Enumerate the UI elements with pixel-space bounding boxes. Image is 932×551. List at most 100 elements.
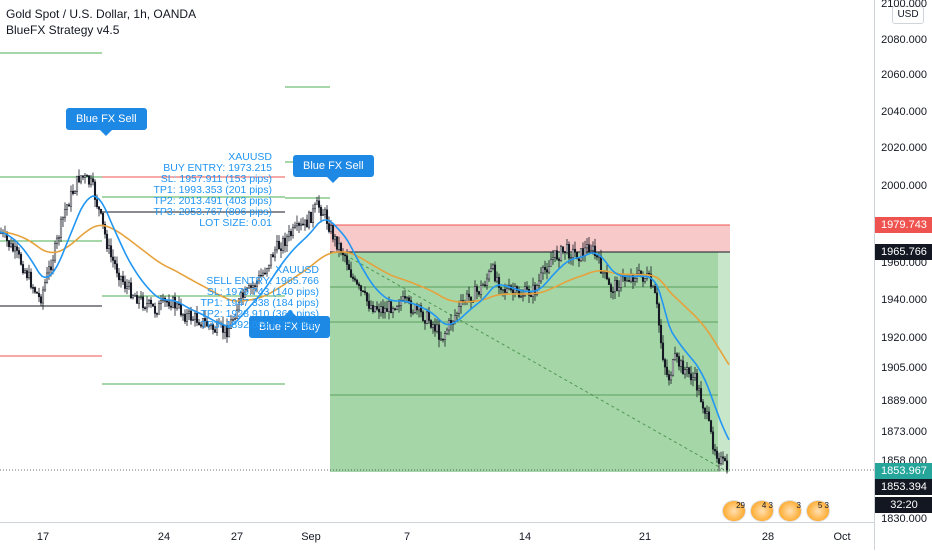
currency-badge[interactable]: USD [892, 6, 924, 24]
candle-body [497, 277, 501, 288]
time-tick: Sep [301, 531, 321, 543]
candle-body [263, 272, 267, 275]
candle-body [713, 449, 717, 452]
candle-body [73, 191, 77, 194]
candle-body [367, 300, 371, 309]
candle-body [191, 318, 195, 321]
candle-body [173, 296, 177, 309]
sell-trade-info: XAUUSD BUY ENTRY: 1973.215 SL: 1957.911 … [154, 152, 273, 229]
price-axis[interactable]: USD 2100.000 2080.000 2060.000 2040.000 … [874, 0, 932, 550]
candle-body [33, 287, 37, 293]
candle-body [199, 324, 203, 327]
candle-body [185, 313, 189, 322]
candle-body [603, 271, 607, 274]
candle-body [615, 280, 619, 292]
price-tick: 1830.000 [881, 513, 927, 525]
symbol-title: Gold Spot / U.S. Dollar, 1h, OANDA [6, 7, 197, 21]
candle-body [657, 303, 661, 326]
time-tick: 24 [157, 531, 171, 543]
candle-body [437, 324, 441, 340]
candle-body [293, 225, 297, 228]
candle-body [421, 311, 425, 321]
candle-body [585, 244, 589, 249]
candle-body [197, 322, 201, 326]
candle-body [201, 318, 205, 327]
candle-body [261, 272, 265, 276]
candle-body [687, 367, 691, 375]
event-icon[interactable]: 29 [722, 500, 746, 522]
candle-body [281, 237, 285, 251]
candle-body [71, 190, 75, 194]
time-tick: 28 [761, 531, 775, 543]
candle-body [283, 237, 287, 246]
candle-body [609, 284, 613, 292]
candle-body [129, 282, 133, 299]
candle-body [187, 310, 191, 314]
candle-body [527, 289, 531, 296]
price-tick: 1905.000 [881, 362, 927, 374]
candle-body [233, 318, 237, 321]
candle-body [287, 231, 291, 238]
candle-body [279, 248, 283, 251]
candle-body [393, 308, 397, 310]
candle-body [625, 280, 629, 282]
candle-body [91, 178, 95, 183]
info-line: BUY ENTRY: 1973.215 [163, 162, 272, 174]
candle-body [501, 289, 505, 291]
sell-signal-flag[interactable]: Blue FX Sell [66, 108, 147, 136]
candle-body [627, 280, 631, 282]
candle-body [81, 175, 85, 178]
candle-body [321, 214, 325, 216]
candle-body [649, 273, 653, 287]
buy-signal-flag[interactable]: Blue FX Buy [249, 310, 331, 338]
event-icon[interactable]: 5 3 [806, 500, 830, 522]
candle-body [493, 264, 497, 282]
candle-body [431, 324, 435, 328]
chart-area[interactable]: Gold Spot / U.S. Dollar, 1h, OANDA BlueF… [0, 0, 874, 522]
candle-body [67, 204, 71, 207]
candle-body [685, 367, 689, 370]
candle-body [295, 223, 299, 227]
candle-body [13, 246, 17, 252]
candle-body [651, 286, 655, 288]
candle-body [391, 308, 395, 314]
candle-body [701, 401, 705, 409]
candle-body [489, 268, 493, 272]
candle-body [357, 283, 361, 286]
buy-trade-info: XAUUSD SELL ENTRY: 1965.766 SL: 1979.743… [201, 265, 320, 331]
candle-body [565, 244, 569, 253]
candle-body [377, 309, 381, 313]
candle-body [57, 237, 61, 239]
price-chart[interactable] [0, 0, 874, 522]
sell-signal-flag[interactable]: Blue FX Sell [293, 155, 374, 183]
time-axis[interactable]: 17 24 27 Sep 7 14 21 28 Oct [0, 522, 874, 551]
candle-body [387, 301, 391, 312]
candle-body [717, 458, 721, 464]
event-icons[interactable]: 29 4 3 3 5 3 [722, 500, 830, 522]
info-line: TP2: 2013.491 (403 pips) [153, 195, 273, 207]
candle-body [677, 356, 681, 367]
event-icon[interactable]: 3 [778, 500, 802, 522]
stop-loss-price-tag: 1979.743 [875, 217, 932, 233]
candle-body [311, 208, 315, 223]
candle-body [329, 225, 333, 232]
candle-body [483, 284, 487, 287]
candle-body [491, 264, 495, 269]
candle-body [259, 275, 263, 277]
loss-zone [330, 225, 730, 252]
candle-body [721, 456, 725, 459]
candle-body [103, 224, 107, 235]
candle-body [151, 303, 155, 307]
price-tick: 1920.000 [881, 332, 927, 344]
candle-body [17, 250, 21, 255]
candle-body [401, 296, 405, 301]
event-icon[interactable]: 4 3 [750, 500, 774, 522]
candle-body [351, 276, 355, 279]
candle-body [189, 310, 193, 321]
candle-body [441, 338, 445, 341]
candle-body [241, 292, 245, 298]
candle-body [267, 264, 271, 269]
candle-body [123, 281, 127, 289]
candle-body [553, 250, 557, 258]
candle-body [253, 285, 257, 287]
